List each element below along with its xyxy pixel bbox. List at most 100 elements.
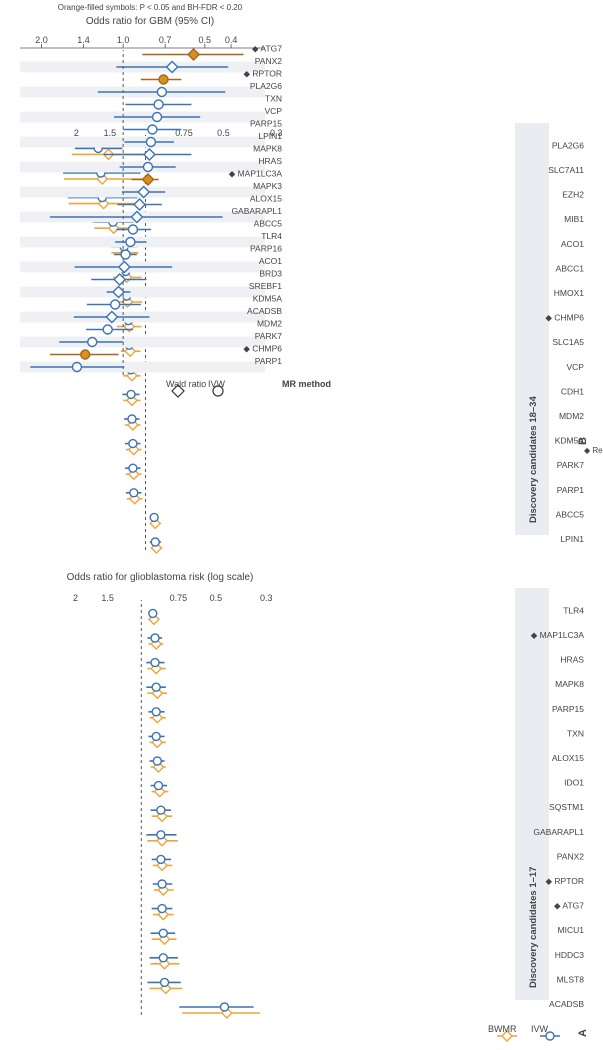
subpanel-title: Discovery candidates 1–17 — [528, 867, 539, 988]
legend-bwmr-marker — [501, 1030, 513, 1042]
ivw-point — [157, 903, 167, 914]
gene-label: LPIN1 — [560, 534, 584, 544]
gene-label: HMOX1 — [554, 288, 585, 298]
gene-label: ◆ CHMP6 — [545, 313, 584, 323]
gene-label: EZH2 — [562, 190, 584, 200]
panel-b-point-ivw — [127, 224, 139, 235]
ivw-point — [129, 488, 139, 498]
panel-b-point-ivw — [87, 336, 98, 348]
ivw-point — [151, 682, 161, 692]
panel-b-gene-label: ALOX15 — [250, 194, 282, 204]
panel-b-point-ivw — [71, 361, 83, 373]
panel-b-gene-label: ◆ RPTOR — [244, 69, 283, 79]
subpanel-header-band — [515, 588, 549, 1000]
panel-b-gene-label: HRAS — [258, 156, 282, 166]
gene-label: ◆ ATG7 — [554, 901, 584, 911]
x-tick-label: 0.5 — [210, 593, 223, 603]
panel-b-point-wald — [130, 210, 144, 224]
gene-label: ◆ RPTOR — [546, 876, 585, 886]
ivw-point — [158, 953, 169, 963]
panel-b-point-wald — [142, 148, 156, 161]
panel-b-gene-label: ABCC5 — [254, 219, 283, 229]
ivw-point — [148, 608, 158, 619]
panel-a-x-axis-title: Odds ratio for glioblastoma risk (log sc… — [67, 572, 254, 583]
panel-b-point-wald — [113, 273, 127, 286]
x-tick-label: 2 — [74, 128, 79, 138]
panel-b-x-axis-title: Odds ratio for GBM (95% CI) — [86, 16, 214, 27]
x-tick-label: 0.75 — [175, 128, 193, 138]
ivw-point — [219, 1002, 230, 1012]
x-tick-label: 0.5 — [217, 128, 230, 138]
panel-b-point-wald — [117, 260, 131, 274]
subpanel-title: Discovery candidates 18–34 — [528, 396, 539, 523]
panel-b-point-wald — [112, 285, 126, 299]
panel-b-point-wald — [137, 185, 151, 199]
gene-label: KDM5A — [555, 436, 585, 446]
gene-label: CDH1 — [561, 386, 584, 396]
subpanel-header-band — [515, 123, 549, 535]
x-tick-label: 0.75 — [170, 593, 188, 603]
gene-label: PLA2G6 — [552, 140, 584, 150]
gene-label: MICU1 — [558, 925, 585, 935]
panel-b-point-ivw — [156, 86, 168, 98]
legend-bwmr-label: BWMR — [488, 1024, 517, 1034]
ivw-point — [159, 977, 170, 988]
panel-b-legend-wald-marker — [171, 384, 185, 398]
gene-label: MAPK8 — [555, 679, 584, 689]
panel-b-legend-wald-label: Wald ratio — [166, 379, 206, 389]
panel-b-gene-label: PARP15 — [250, 119, 282, 129]
panel-b-label: B — [577, 437, 589, 445]
panel-b-point-ivw — [145, 136, 157, 148]
ivw-point — [150, 633, 160, 643]
panel-b-gene-label: PARP1 — [255, 356, 283, 366]
panel-b-point-wald — [133, 198, 147, 211]
gene-label: SLC7A11 — [548, 165, 584, 175]
gene-label: MDM2 — [559, 411, 584, 421]
panel-b-tick-label: 0.4 — [225, 35, 238, 45]
gene-label: VCP — [567, 362, 585, 372]
ivw-point — [152, 756, 163, 766]
gene-label: ACO1 — [561, 239, 584, 249]
ivw-point — [151, 731, 161, 742]
panel-b-gene-label: ◆ CHMP6 — [243, 344, 282, 354]
row-band — [20, 336, 265, 348]
panel-b-tick-label: 2.0 — [35, 35, 48, 45]
panel-b-gene-label: SREBF1 — [249, 281, 282, 291]
panel-b-point-ivw — [125, 236, 136, 248]
panel-b-gene-label: PANX2 — [255, 56, 283, 66]
panel-b-gene-label: TLR4 — [261, 231, 282, 241]
panel-b-point-ivw — [158, 74, 169, 85]
ivw-point — [127, 414, 137, 424]
ivw-point — [153, 780, 164, 791]
panel-b-point-ivw — [102, 324, 113, 335]
panel-b-point-wald — [105, 310, 119, 324]
panel-b-footnote: Orange-filled symbols: P < 0.05 and BH-F… — [58, 3, 243, 12]
gene-label: PARK7 — [557, 460, 585, 470]
panel-b-tick-label: 0.7 — [159, 35, 172, 45]
panel-b-tick-label: 1.4 — [77, 35, 90, 45]
gene-label: HRAS — [560, 655, 584, 665]
panel-b-point-ivw — [151, 111, 163, 123]
row-band — [20, 286, 265, 298]
panel-b-point-ivw — [109, 299, 121, 310]
panel-b-gene-label: LPIN1 — [258, 131, 282, 141]
panel-b-gene-label: MAPK8 — [253, 144, 282, 154]
panel-b-gene-label: ◆ MAP1LC3A — [229, 169, 283, 179]
gene-label: PARP15 — [552, 704, 584, 714]
ivw-point — [150, 657, 160, 668]
gene-label: GABARAPL1 — [533, 827, 584, 837]
panel-b-gene-label: ACADSB — [247, 306, 282, 316]
panel-b-gene-label: VCP — [265, 106, 283, 116]
panel-b-tick-label: 0.5 — [199, 35, 212, 45]
panel-b-legend-ivw-marker — [212, 385, 224, 397]
panel-b-point-wald — [141, 173, 155, 186]
ivw-point — [149, 512, 159, 523]
gene-label: ALOX15 — [552, 753, 584, 763]
x-tick-label: 1.5 — [104, 128, 117, 138]
ivw-point — [128, 463, 138, 473]
gene-label: MIB1 — [564, 214, 584, 224]
ivw-point — [157, 879, 167, 889]
panel-b-gene-label: TXN — [265, 94, 282, 104]
